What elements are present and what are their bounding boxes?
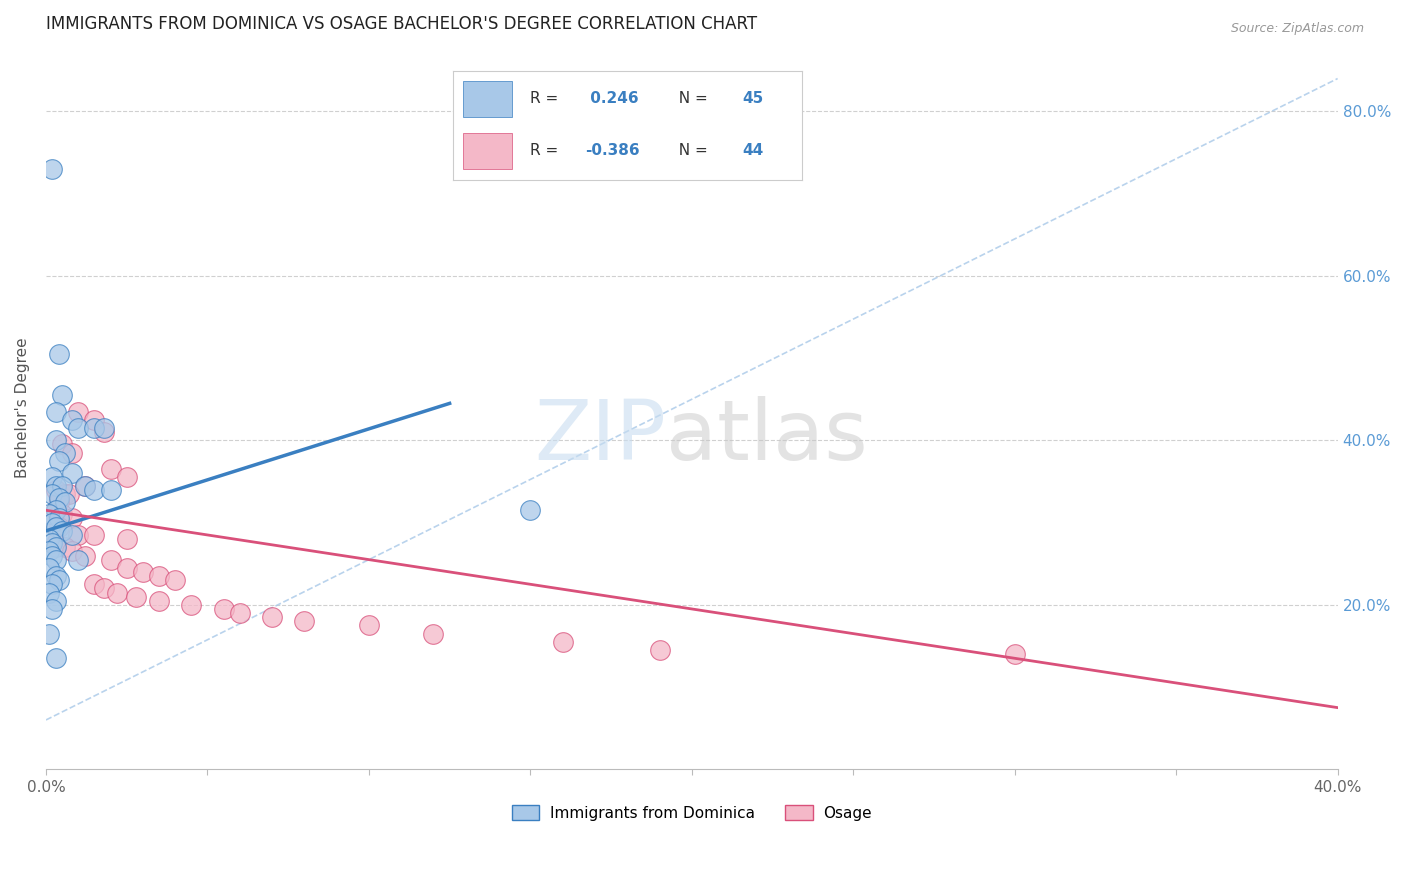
Point [73, 478, 96, 492]
Point [48, 454, 70, 468]
Point [48, 519, 70, 533]
Y-axis label: Bachelor's Degree: Bachelor's Degree [15, 337, 30, 478]
Point [48, 491, 70, 505]
Point [45, 569, 67, 583]
Text: ZIP: ZIP [534, 396, 666, 477]
Point [67, 404, 90, 418]
Point [48, 511, 70, 525]
Point [51, 508, 73, 522]
Point [93, 425, 115, 439]
Point [45, 503, 67, 517]
Point [180, 598, 202, 612]
Legend: Immigrants from Dominica, Osage: Immigrants from Dominica, Osage [505, 798, 879, 827]
Point [73, 549, 96, 563]
Point [125, 590, 148, 604]
Point [53, 495, 76, 509]
Point [45, 503, 67, 517]
Point [115, 470, 138, 484]
Point [41, 577, 63, 591]
Text: Source: ZipAtlas.com: Source: ZipAtlas.com [1230, 22, 1364, 36]
Point [41, 487, 63, 501]
Point [148, 593, 170, 607]
Point [53, 487, 76, 501]
Point [48, 573, 70, 587]
Point [38, 585, 60, 599]
Point [41, 516, 63, 530]
Point [60, 544, 83, 558]
Point [38, 508, 60, 522]
Point [41, 536, 63, 550]
Text: IMMIGRANTS FROM DOMINICA VS OSAGE BACHELOR'S DEGREE CORRELATION CHART: IMMIGRANTS FROM DOMINICA VS OSAGE BACHEL… [46, 15, 756, 33]
Point [45, 593, 67, 607]
Point [67, 528, 90, 542]
Point [60, 528, 83, 542]
Point [45, 404, 67, 418]
Point [93, 582, 115, 596]
Point [100, 483, 122, 497]
Point [45, 651, 67, 665]
Point [38, 561, 60, 575]
Point [51, 524, 73, 538]
Point [212, 602, 235, 616]
Point [115, 532, 138, 546]
Point [292, 615, 315, 629]
Point [41, 516, 63, 530]
Point [67, 552, 90, 566]
Point [45, 483, 67, 497]
Point [41, 549, 63, 563]
Point [48, 495, 70, 509]
Point [100, 552, 122, 566]
Point [38, 626, 60, 640]
Point [51, 478, 73, 492]
Point [83, 577, 105, 591]
Point [260, 610, 283, 624]
Point [38, 544, 60, 558]
Point [45, 552, 67, 566]
Point [45, 478, 67, 492]
Point [41, 470, 63, 484]
Point [551, 635, 574, 649]
Point [115, 561, 138, 575]
Point [45, 434, 67, 448]
Point [105, 585, 128, 599]
Point [53, 541, 76, 555]
Point [41, 602, 63, 616]
Point [60, 446, 83, 460]
Point [83, 421, 105, 435]
Point [53, 446, 76, 460]
Point [38, 532, 60, 546]
Point [73, 478, 96, 492]
Text: atlas: atlas [666, 396, 868, 477]
Point [51, 437, 73, 451]
Point [48, 347, 70, 361]
Point [1004, 647, 1026, 661]
Point [60, 511, 83, 525]
Point [100, 462, 122, 476]
Point [45, 536, 67, 550]
Point [83, 483, 105, 497]
Point [165, 573, 187, 587]
Point [93, 421, 115, 435]
Point [45, 541, 67, 555]
Point [51, 388, 73, 402]
Point [148, 569, 170, 583]
Point [519, 503, 541, 517]
Point [60, 467, 83, 481]
Point [357, 618, 380, 632]
Point [41, 161, 63, 176]
Point [60, 413, 83, 427]
Point [228, 606, 250, 620]
Point [132, 565, 155, 579]
Point [83, 528, 105, 542]
Point [83, 413, 105, 427]
Point [58, 487, 80, 501]
Point [422, 626, 444, 640]
Point [648, 643, 671, 657]
Point [45, 519, 67, 533]
Point [67, 421, 90, 435]
